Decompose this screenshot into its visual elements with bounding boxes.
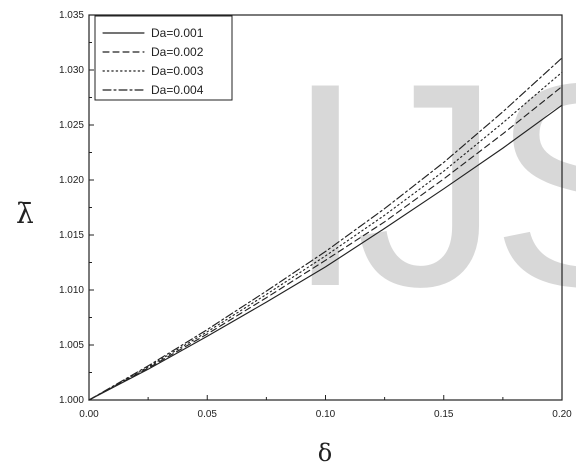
x-tick-label: 0.05 [198, 409, 218, 420]
series-line-da-0-002 [88, 85, 563, 401]
data-point [146, 364, 150, 368]
x-tick-label: 0.10 [316, 409, 336, 420]
legend-box [94, 15, 233, 101]
y-tick-label: 1.010 [59, 285, 84, 296]
data-point [87, 398, 91, 402]
data-point [324, 250, 328, 254]
x-tick-label: 0.20 [552, 409, 572, 420]
data-point [560, 56, 564, 60]
series-layer [87, 56, 564, 402]
data-point [442, 169, 446, 173]
legend: Da=0.001 Da=0.002 Da=0.003 Da=0.004 [94, 15, 233, 101]
series-line-da-0-004 [88, 57, 563, 401]
data-point [383, 213, 387, 217]
legend-label: Da=0.001 [151, 26, 204, 40]
data-point [501, 146, 505, 150]
legend-items: Da=0.001 Da=0.002 Da=0.003 Da=0.004 [102, 26, 204, 97]
y-tick-label: 1.020 [59, 175, 84, 186]
x-tick-label: 0.15 [434, 409, 454, 420]
data-point [501, 132, 505, 136]
data-point [501, 121, 505, 125]
data-point [501, 110, 505, 114]
y-tick-label: 1.025 [59, 120, 84, 131]
data-point [383, 220, 387, 224]
watermark-text: IJS [285, 23, 576, 347]
data-point [442, 187, 446, 191]
series-line-da-0-001 [88, 104, 563, 401]
data-point [265, 293, 269, 297]
y-tick-label: 1.015 [59, 230, 84, 241]
y-axis: 1.000 1.005 1.010 1.015 1.020 1.025 1.030 1.035 [59, 10, 94, 406]
legend-label: Da=0.004 [151, 83, 204, 97]
x-tick-label: 0.00 [79, 409, 99, 420]
data-point [324, 254, 328, 258]
data-point [442, 161, 446, 165]
y-tick-label: 1.035 [59, 10, 84, 21]
y-tick-label: 1.005 [59, 340, 84, 351]
x-axis-label: δ [318, 439, 332, 467]
data-point [265, 296, 269, 300]
y-axis-label: λ̄ [16, 197, 34, 230]
series-line-da-0-003 [88, 71, 563, 401]
watermark: IJS [285, 23, 576, 347]
data-point [324, 265, 328, 269]
data-point [560, 85, 564, 89]
data-point [205, 328, 209, 332]
data-point [383, 227, 387, 231]
data-point [560, 70, 564, 74]
data-point [265, 300, 269, 304]
data-point [560, 103, 564, 107]
data-point [265, 289, 269, 293]
y-tick-label: 1.000 [59, 395, 84, 406]
y-tick-label: 1.030 [59, 65, 84, 76]
data-point [324, 259, 328, 263]
data-point [442, 177, 446, 181]
legend-label: Da=0.002 [151, 45, 204, 59]
legend-label: Da=0.003 [151, 64, 204, 78]
data-point [383, 207, 387, 211]
x-axis: 0.00 0.05 0.10 0.15 0.20 [79, 395, 572, 420]
